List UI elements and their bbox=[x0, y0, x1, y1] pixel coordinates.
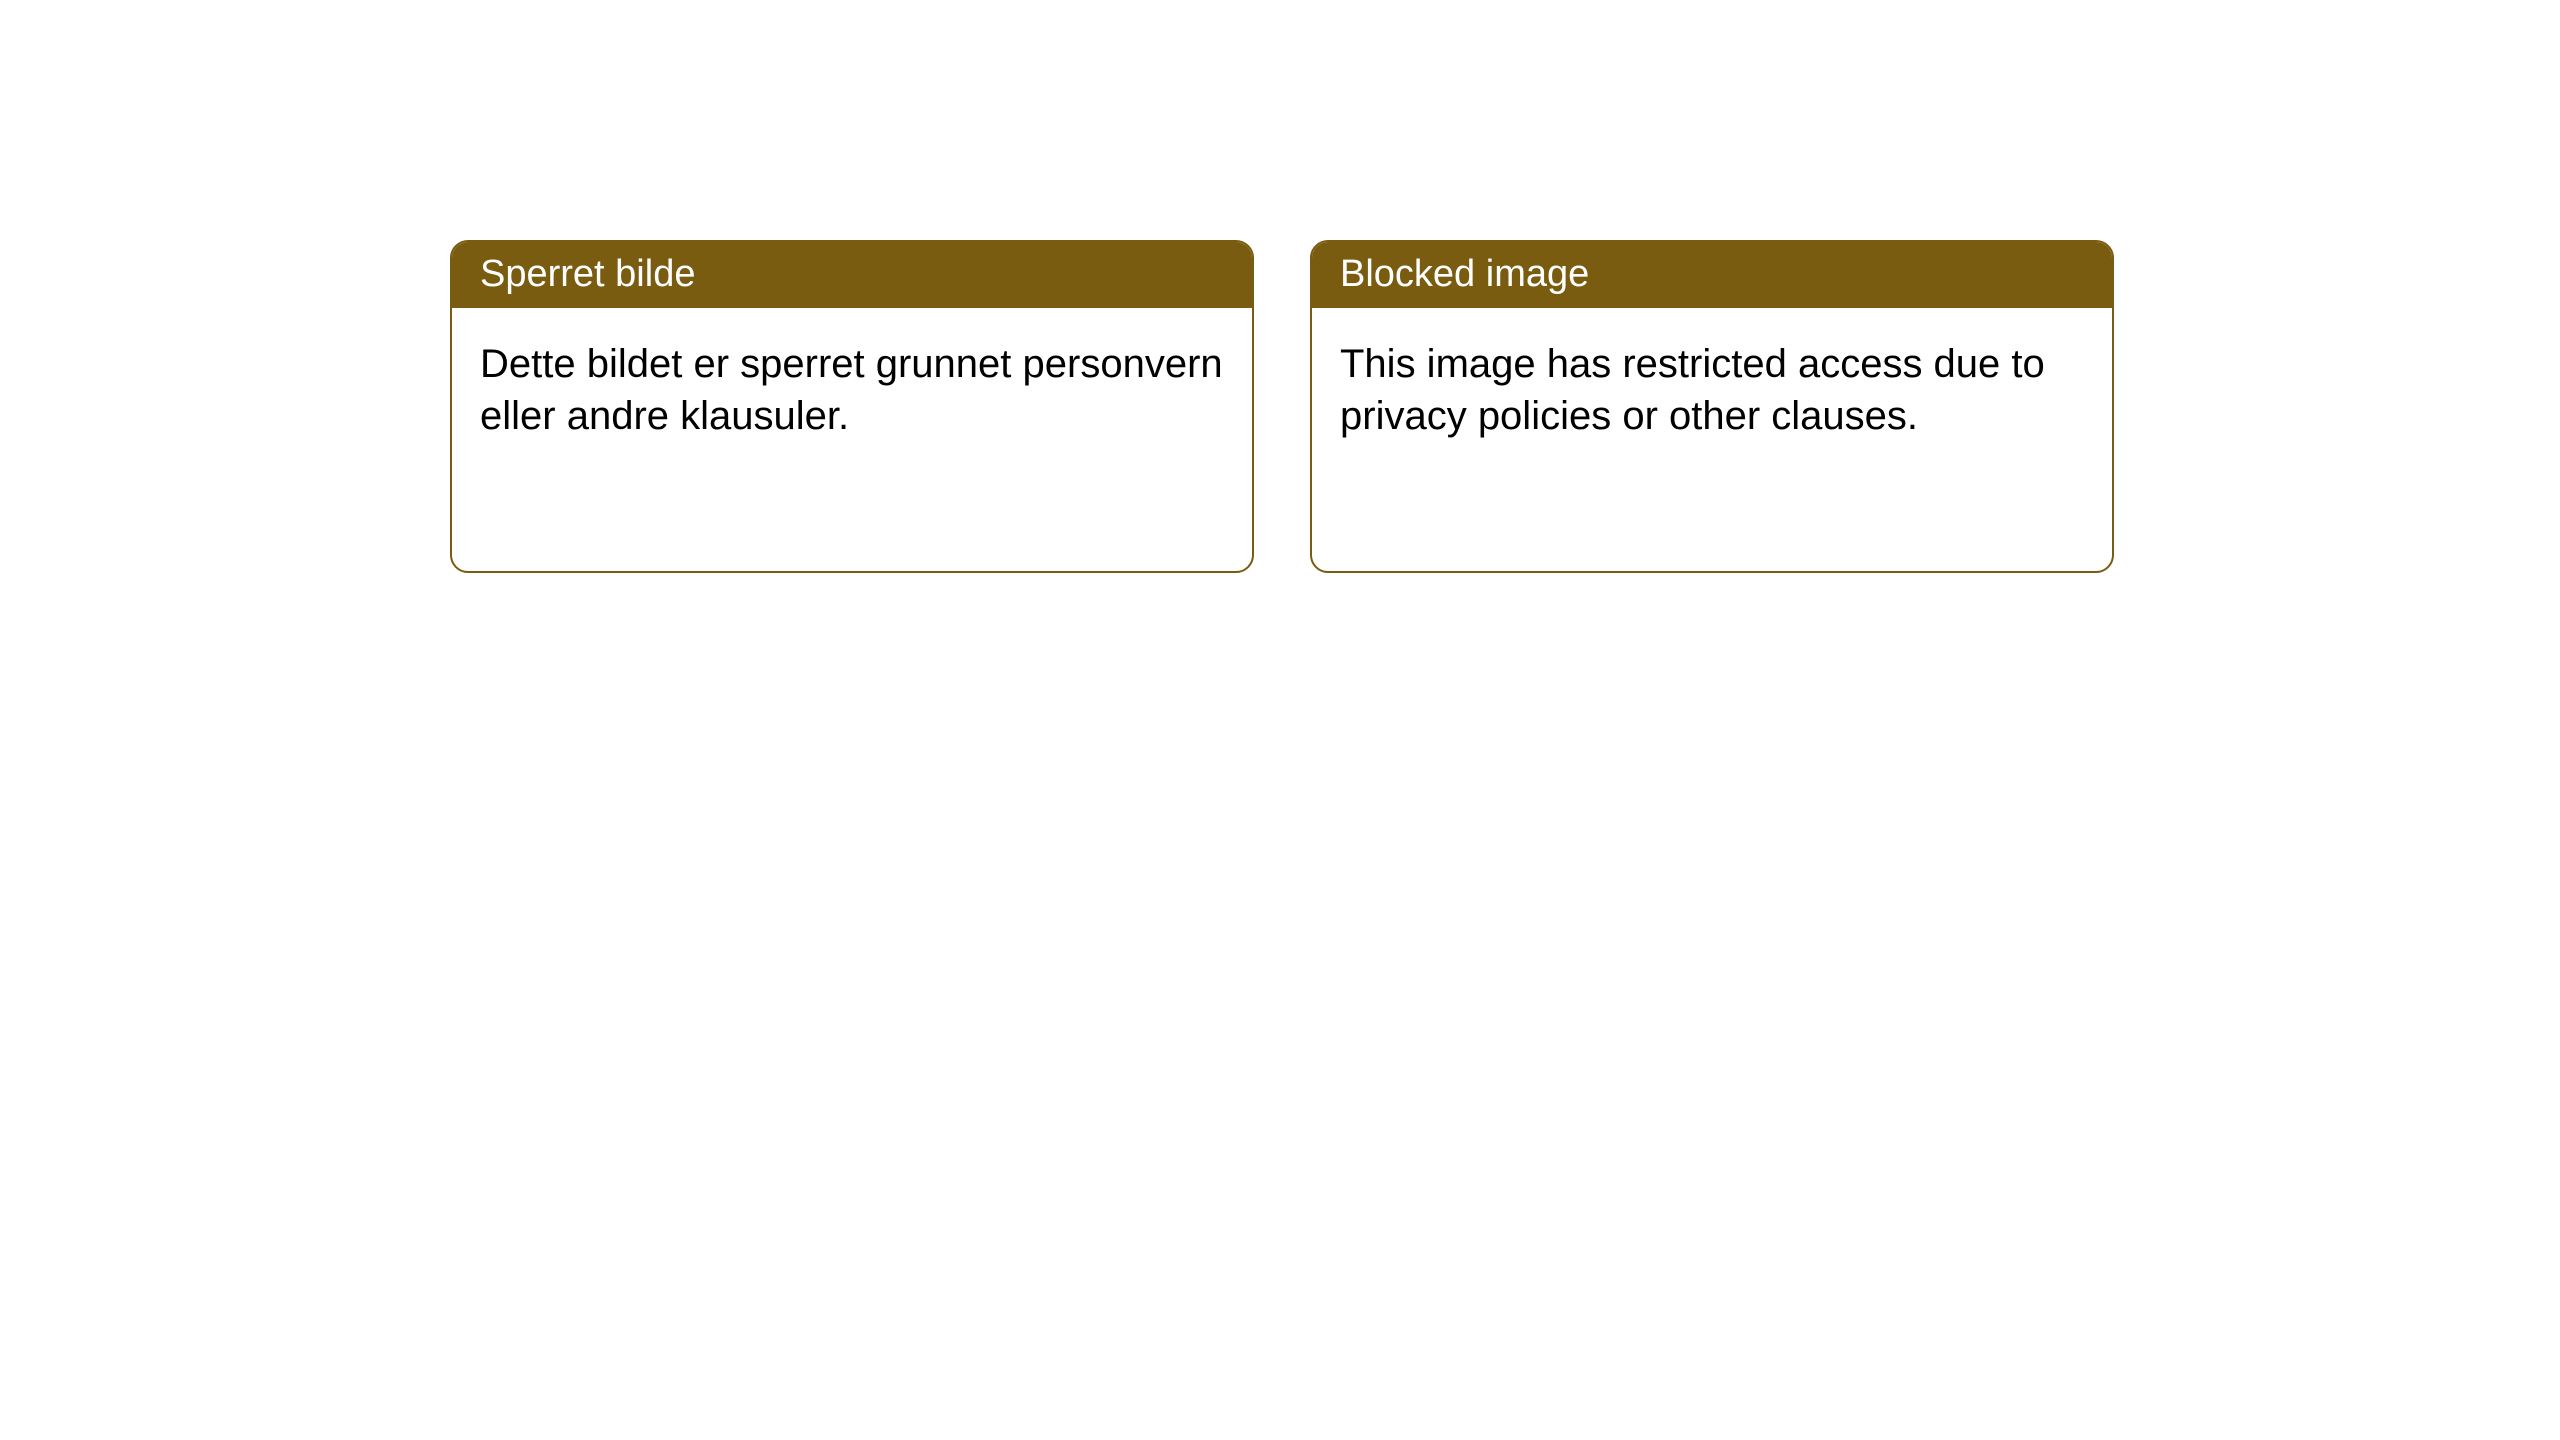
card-body: This image has restricted access due to … bbox=[1312, 308, 2112, 472]
card-title: Sperret bilde bbox=[452, 242, 1252, 308]
card-body: Dette bildet er sperret grunnet personve… bbox=[452, 308, 1252, 472]
cards-container: Sperret bilde Dette bildet er sperret gr… bbox=[0, 0, 2560, 573]
blocked-image-card-no: Sperret bilde Dette bildet er sperret gr… bbox=[450, 240, 1254, 573]
blocked-image-card-en: Blocked image This image has restricted … bbox=[1310, 240, 2114, 573]
card-title: Blocked image bbox=[1312, 242, 2112, 308]
